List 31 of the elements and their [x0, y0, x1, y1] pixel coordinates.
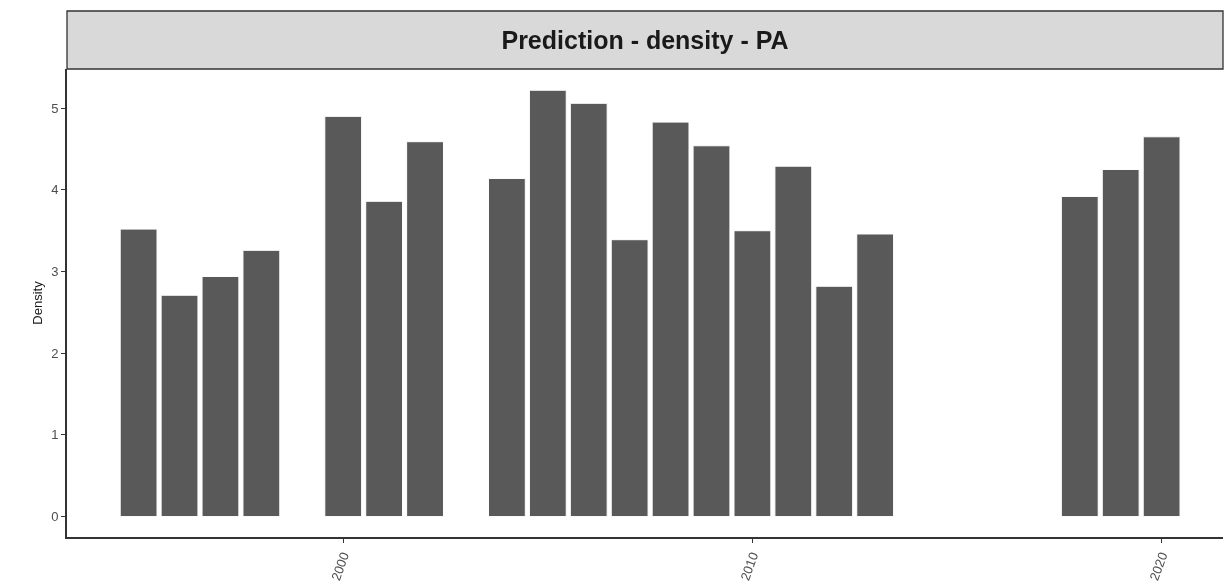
bar [119, 228, 158, 518]
bar [1101, 168, 1140, 518]
bar [1142, 136, 1181, 518]
bar [160, 294, 199, 518]
y-tick-label: 1 [51, 427, 59, 443]
bar [856, 233, 895, 518]
bar [324, 115, 363, 518]
x-tick-label: 2010 [737, 550, 762, 583]
chart-title: Prediction - density - PA [501, 25, 789, 54]
x-tick-label: 2020 [1146, 550, 1171, 583]
bar [651, 121, 690, 518]
bar [733, 230, 772, 518]
bar [815, 285, 854, 518]
y-tick-label: 4 [51, 182, 59, 198]
bar [406, 141, 444, 518]
bar [569, 102, 608, 518]
y-axis-title: Density [29, 280, 45, 325]
x-tick-label: 2000 [328, 550, 353, 583]
bar [1060, 195, 1099, 518]
bar [774, 165, 813, 518]
bar [487, 177, 526, 518]
y-tick-label: 5 [51, 100, 59, 116]
y-tick-label: 3 [51, 264, 59, 280]
y-tick-label: 0 [51, 509, 59, 525]
bar [242, 249, 281, 518]
bar [528, 89, 567, 518]
y-tick-label: 2 [51, 345, 59, 361]
bar [365, 200, 404, 518]
bar [610, 239, 649, 518]
bar [692, 145, 731, 518]
bar [201, 275, 240, 518]
